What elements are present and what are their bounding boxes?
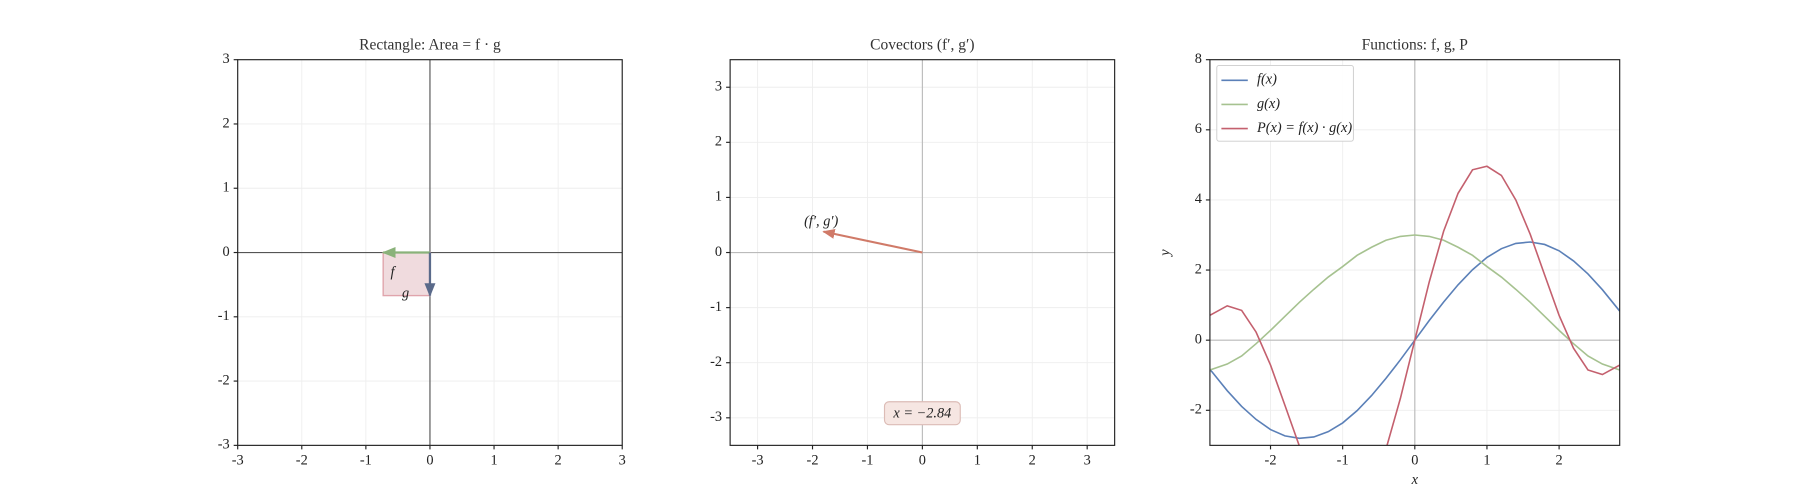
legend-label: g(x)	[1257, 96, 1280, 112]
y-tick-label: 0	[715, 244, 722, 260]
axes-frame	[729, 59, 1116, 446]
x-tick-label: -1	[1337, 453, 1349, 469]
x-tick-label: 0	[426, 453, 433, 469]
y-tick-label: 8	[1195, 51, 1202, 67]
y-tick-label: 1	[222, 180, 229, 196]
x-tick-label: 1	[490, 453, 497, 469]
y-tick-label: 3	[715, 79, 722, 95]
axes-frame	[237, 59, 623, 446]
y-tick-label: 2	[1195, 261, 1202, 277]
x-tick-label: 0	[1411, 453, 1418, 469]
x-tick-label: 1	[1483, 453, 1490, 469]
covector-label: (f′, g′)	[804, 214, 838, 230]
x-tick-label: -3	[752, 453, 764, 469]
series-line	[1209, 165, 1620, 446]
y-tick-label: 2	[222, 115, 229, 131]
annotation-box	[883, 401, 961, 426]
plot-area	[1209, 165, 1620, 446]
y-tick-label: 6	[1195, 121, 1202, 137]
series-line	[1209, 234, 1620, 371]
chart-title: Functions: f, g, P	[1362, 36, 1468, 53]
chart-title: Covectors (f′, g′)	[870, 36, 974, 53]
x-tick-label: 1	[974, 453, 981, 469]
y-tick-label: 0	[222, 244, 229, 260]
x-axis-label: x	[1411, 472, 1419, 488]
plot-area: (f′, g′) x = −2.84	[804, 214, 961, 426]
f-label: f	[391, 264, 397, 280]
x-tick-label: -2	[807, 453, 819, 469]
y-tick-label: 1	[715, 189, 722, 205]
x-tick-label: -1	[360, 453, 372, 469]
x-tick-label: 2	[1029, 453, 1036, 469]
legend-label: P(x) = f(x) · g(x)	[1256, 120, 1352, 136]
x-tick-label: 2	[1556, 453, 1563, 469]
x-tick-label: -2	[1265, 453, 1277, 469]
y-tick-label: 2	[715, 134, 722, 150]
y-tick-label: -1	[710, 299, 722, 315]
y-tick-label: -2	[1190, 402, 1202, 418]
y-axis-label: y	[1158, 249, 1174, 258]
y-tick-label: -1	[218, 308, 230, 324]
y-tick-label: 4	[1195, 191, 1202, 207]
x-tick-label: -3	[232, 453, 244, 469]
y-tick-label: -2	[218, 372, 230, 388]
y-tick-label: -3	[710, 409, 722, 425]
y-tick-label: -3	[218, 437, 230, 453]
g-label: g	[402, 286, 409, 302]
covector-arrow	[822, 229, 923, 254]
y-tick-label: 3	[222, 51, 229, 67]
legend-label: f(x)	[1257, 72, 1277, 88]
y-tick-label: -2	[710, 354, 722, 370]
x-tick-label: 2	[555, 453, 562, 469]
y-tick-label: 0	[1195, 331, 1202, 347]
x-tick-label: 0	[919, 453, 926, 469]
axes-frame	[1209, 59, 1621, 446]
chart-title: Rectangle: Area = f · g	[359, 36, 501, 53]
x-tick-label: 3	[1084, 453, 1091, 469]
plot-area: fg	[381, 247, 436, 302]
annotation: x = −2.84	[892, 406, 951, 422]
x-tick-label: -1	[861, 453, 873, 469]
x-tick-label: 3	[619, 453, 626, 469]
legend-box	[1216, 64, 1354, 142]
x-tick-label: -2	[296, 453, 308, 469]
